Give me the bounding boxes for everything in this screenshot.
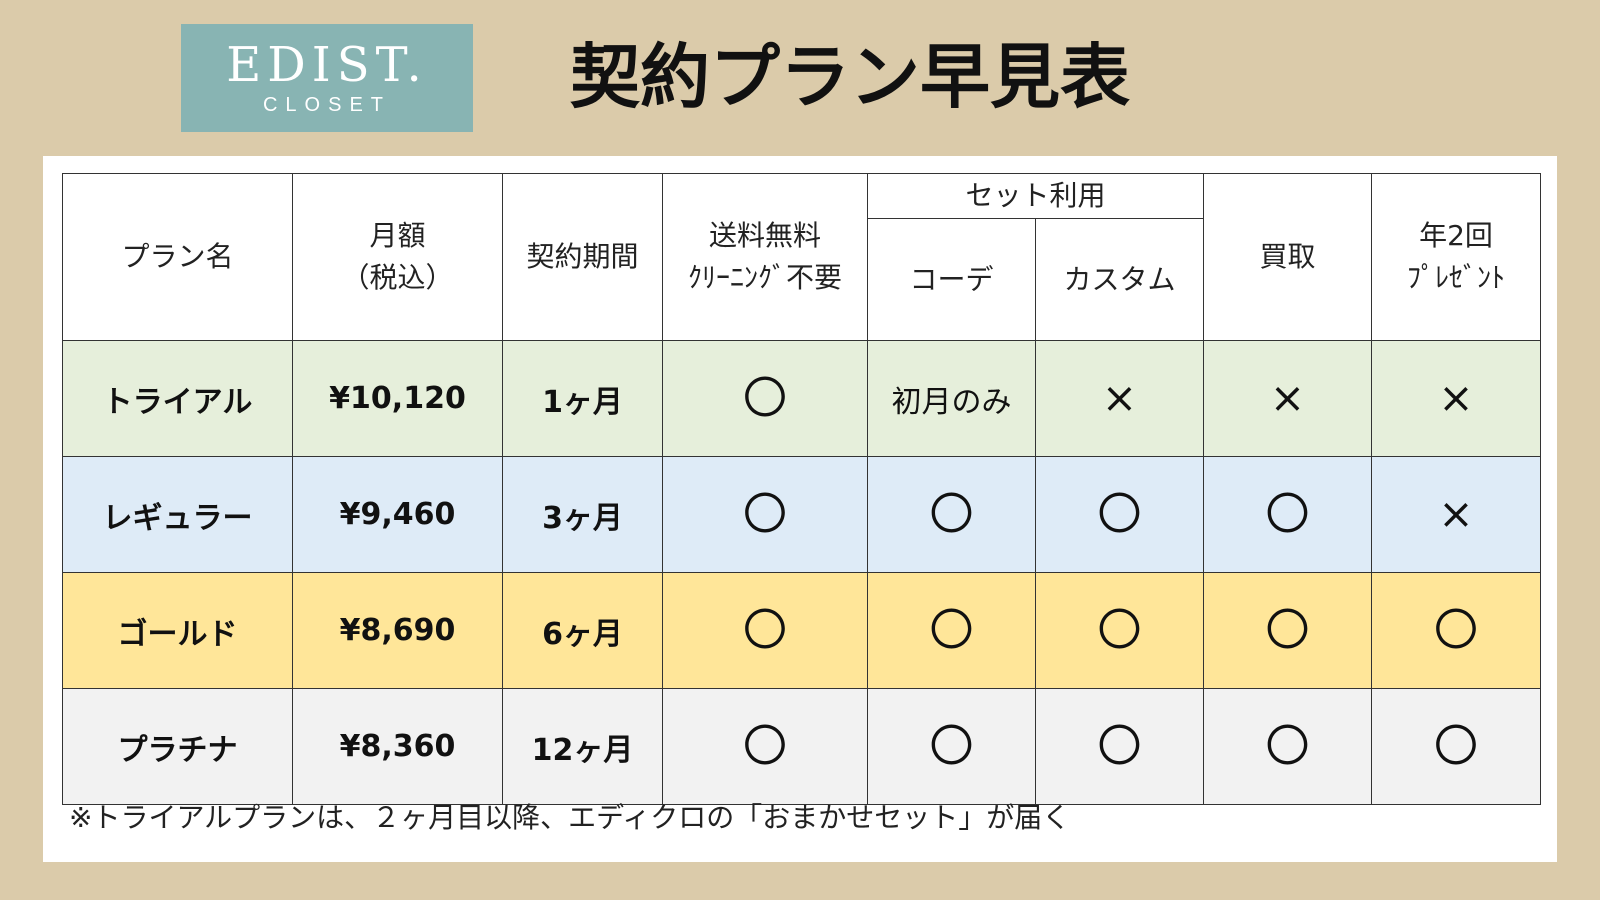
shipping-cell: 〇 — [662, 340, 868, 457]
header-twice-yearly-gift: 年2回 ﾌﾟﾚｾﾞﾝﾄ — [1371, 173, 1542, 341]
buyout-cell: 〇 — [1203, 688, 1373, 805]
custom-cell: 〇 — [1034, 688, 1205, 805]
plan-table-panel: プラン名 月額 （税込） 契約期間 送料無料 ｸﾘｰﾆﾝｸﾞ不要 セット利用 買取 … — [43, 156, 1557, 862]
buyout-cell: 〇 — [1203, 572, 1373, 689]
circle-mark-icon: 〇 — [743, 372, 787, 424]
shipping-cell: 〇 — [662, 456, 868, 573]
coord-cell: 初月のみ — [867, 340, 1036, 457]
header-coord: コーデ — [867, 218, 1036, 341]
plan-period: 12ヶ月 — [502, 688, 663, 805]
logo-main-text: EDIST. — [226, 37, 428, 93]
circle-mark-icon: 〇 — [743, 488, 787, 540]
plan-price: ¥10,120 — [292, 340, 503, 457]
header-contract-period: 契約期間 — [502, 173, 663, 341]
cross-mark-icon: × — [1101, 373, 1138, 422]
circle-mark-icon: 〇 — [1097, 488, 1142, 540]
header-plan-name: プラン名 — [62, 173, 293, 341]
plan-period: 6ヶ月 — [502, 572, 663, 689]
gift-cell: × — [1371, 456, 1542, 573]
gift-cell: 〇 — [1371, 572, 1542, 689]
plan-name: レギュラー — [62, 456, 293, 573]
circle-mark-icon: 〇 — [1265, 488, 1310, 540]
plan-name: トライアル — [62, 340, 293, 457]
circle-mark-icon: 〇 — [1265, 720, 1310, 772]
circle-mark-icon: 〇 — [743, 720, 787, 772]
gift-cell: × — [1371, 340, 1542, 457]
circle-mark-icon: 〇 — [929, 720, 974, 772]
circle-mark-icon: 〇 — [929, 604, 974, 656]
header-row-sub: コーデ カスタム — [63, 218, 1541, 341]
header-set-use: セット利用 — [866, 173, 1205, 219]
shipping-cell: 〇 — [662, 572, 868, 689]
shipping-cell: 〇 — [662, 688, 868, 805]
cross-mark-icon: × — [1269, 373, 1306, 422]
plan-price: ¥8,360 — [292, 688, 503, 805]
cross-mark-icon: × — [1438, 489, 1474, 538]
circle-mark-icon: 〇 — [1434, 604, 1479, 656]
plan-row-regular: レギュラー ¥9,460 3ヶ月 〇 〇 〇 〇 × — [62, 456, 1542, 573]
header-free-shipping: 送料無料 ｸﾘｰﾆﾝｸﾞ不要 — [662, 173, 868, 341]
header-custom: カスタム — [1034, 218, 1205, 341]
logo-sub-text: CLOSET — [262, 94, 392, 116]
plan-price: ¥8,690 — [292, 572, 503, 689]
plan-row-gold: ゴールド ¥8,690 6ヶ月 〇 〇 〇 〇 〇 — [62, 572, 1542, 689]
circle-mark-icon: 〇 — [929, 488, 974, 540]
plan-period: 3ヶ月 — [502, 456, 663, 573]
header-buyout: 買取 — [1203, 173, 1373, 341]
plan-name: ゴールド — [62, 572, 293, 689]
coord-cell: 〇 — [867, 456, 1036, 573]
gift-cell: 〇 — [1371, 688, 1542, 805]
header-monthly-price: 月額 （税込） — [292, 173, 503, 341]
coord-cell: 〇 — [867, 572, 1036, 689]
plan-price: ¥9,460 — [292, 456, 503, 573]
circle-mark-icon: 〇 — [1097, 604, 1142, 656]
plan-name: プラチナ — [62, 688, 293, 805]
buyout-cell: 〇 — [1203, 456, 1373, 573]
coord-cell: 〇 — [867, 688, 1036, 805]
circle-mark-icon: 〇 — [1434, 720, 1479, 772]
buyout-cell: × — [1203, 340, 1373, 457]
circle-mark-icon: 〇 — [1097, 720, 1142, 772]
header-row-top: プラン名 月額 （税込） 契約期間 送料無料 ｸﾘｰﾆﾝｸﾞ不要 セット利用 買取 … — [62, 173, 1542, 341]
page-title: 契約プラン早見表 — [570, 36, 1130, 118]
edist-closet-logo: EDIST. CLOSET — [181, 24, 473, 132]
custom-cell: × — [1034, 340, 1205, 457]
plan-row-platinum: プラチナ ¥8,360 12ヶ月 〇 〇 〇 〇 〇 — [62, 688, 1542, 805]
cross-mark-icon: × — [1438, 373, 1474, 422]
custom-cell: 〇 — [1034, 572, 1205, 689]
circle-mark-icon: 〇 — [1265, 604, 1310, 656]
plan-row-trial: トライアル ¥10,120 1ヶ月 〇 初月のみ × × × — [62, 340, 1542, 457]
trial-footnote: ※トライアルプランは、２ヶ月目以降、エディクロの「おまかせセット」が届く — [69, 801, 1071, 834]
circle-mark-icon: 〇 — [743, 604, 787, 656]
custom-cell: 〇 — [1034, 456, 1205, 573]
plan-period: 1ヶ月 — [502, 340, 663, 457]
plan-comparison-table: プラン名 月額 （税込） 契約期間 送料無料 ｸﾘｰﾆﾝｸﾞ不要 セット利用 買取 … — [62, 173, 1542, 805]
